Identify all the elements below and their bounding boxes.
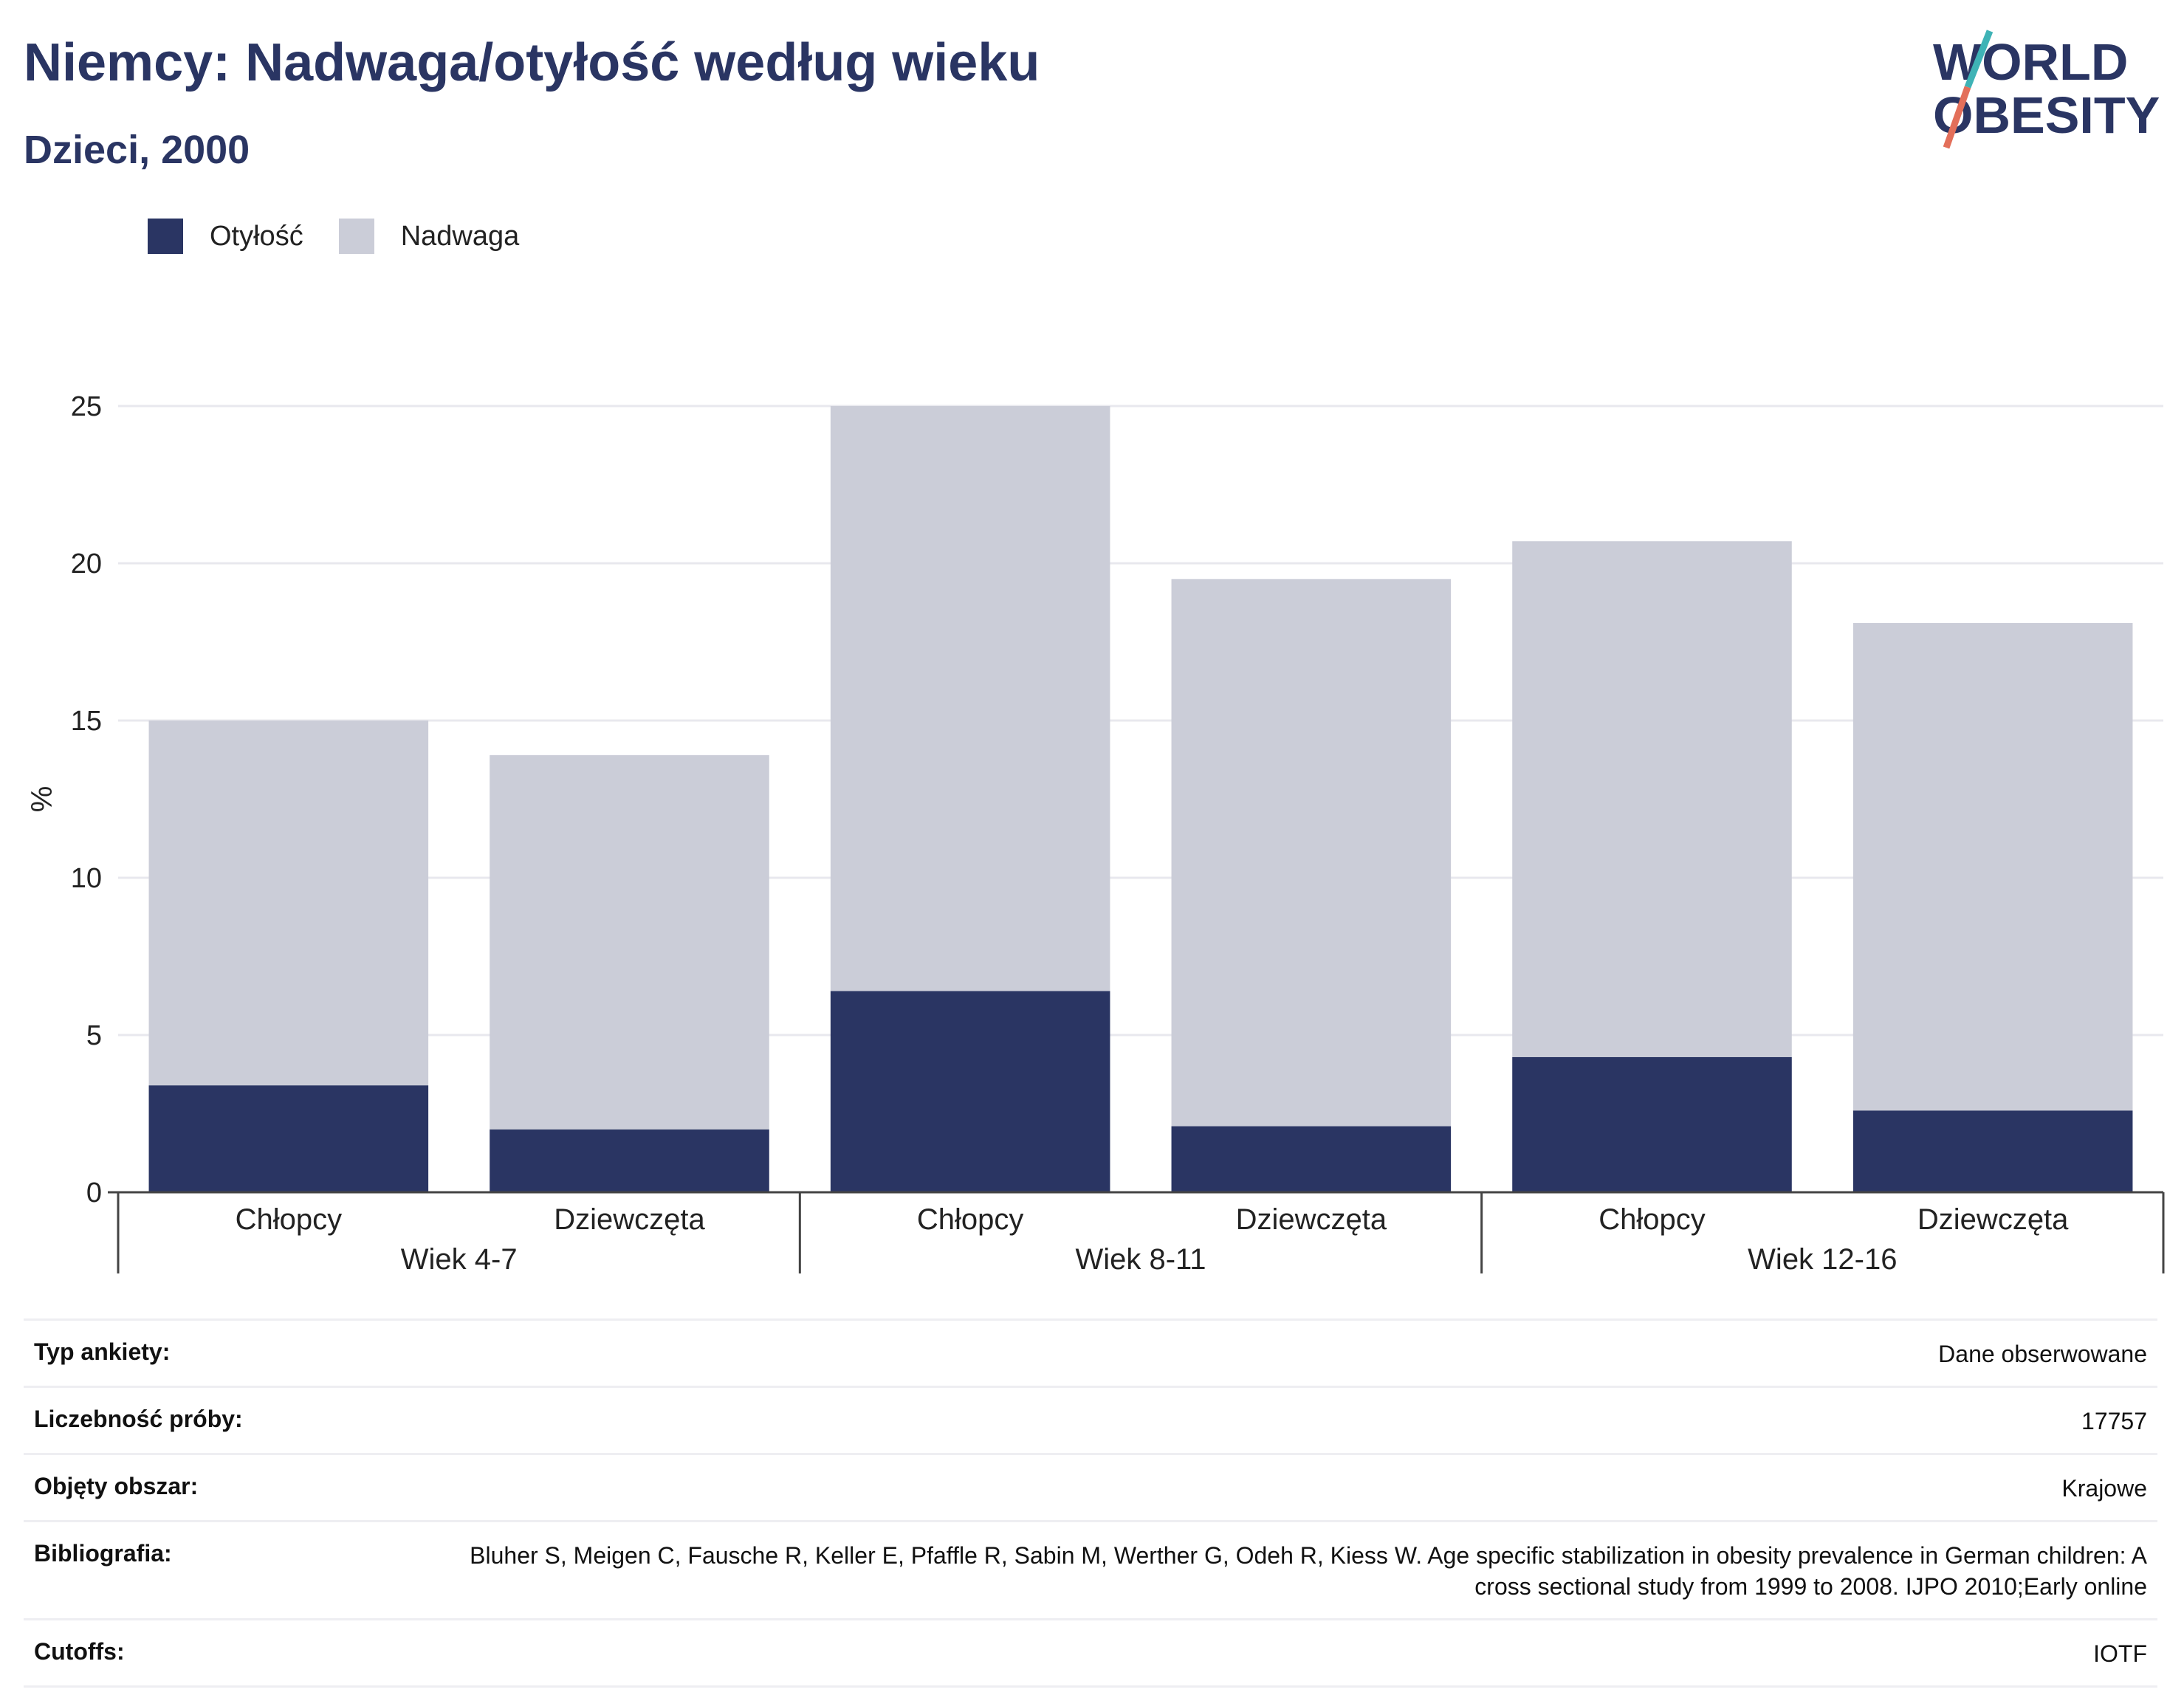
meta-value: Bluher S, Meigen C, Fausche R, Keller E,…: [470, 1542, 2147, 1600]
legend-swatch-otylosc: [148, 219, 183, 254]
logo-slash-coral: [1943, 86, 1971, 149]
bar-nadwaga: [490, 754, 769, 1130]
bar-nadwaga: [148, 721, 429, 1086]
bar-nadwaga: [1512, 541, 1792, 1057]
meta-value: Krajowe: [2061, 1475, 2147, 1502]
x-category-label: Chłopcy: [236, 1203, 343, 1236]
meta-value: 17757: [2081, 1408, 2147, 1434]
meta-key: Objęty obszar:: [34, 1473, 199, 1499]
bar-otylosc: [1171, 1126, 1452, 1192]
legend-item-nadwaga[interactable]: Nadwaga: [338, 219, 520, 254]
y-tick-label: 10: [71, 863, 102, 894]
world-obesity-logo: WORLD OBESITY: [1933, 30, 2160, 149]
bar-otylosc: [1512, 1056, 1792, 1192]
legend-label-otylosc: Otyłość: [210, 220, 303, 252]
bar-nadwaga: [1852, 622, 2133, 1111]
bar-nadwaga: [1171, 579, 1452, 1127]
x-group-label: Wiek 12-16: [1748, 1243, 1897, 1276]
x-category-label: Dziewczęta: [1236, 1203, 1387, 1236]
page-subtitle: Dzieci, 2000: [24, 128, 250, 172]
meta-value: IOTF: [2093, 1640, 2147, 1667]
metadata-table: Typ ankiety: Dane obserwowane Liczebność…: [24, 1318, 2157, 1688]
logo-line1: WORLD: [1933, 33, 2128, 91]
x-category-label: Dziewczęta: [1917, 1203, 2069, 1236]
y-tick-label: 25: [71, 391, 102, 422]
meta-row-cutoffs: Cutoffs: IOTF: [24, 1618, 2157, 1688]
meta-row-bibliography: Bibliografia: Bluher S, Meigen C, Fausch…: [24, 1520, 2157, 1618]
legend-label-nadwaga: Nadwaga: [400, 220, 520, 252]
meta-value: Dane obserwowane: [1938, 1341, 2147, 1367]
x-group-label: Wiek 8-11: [1075, 1243, 1206, 1276]
y-tick-label: 15: [71, 706, 102, 737]
meta-row-area: Objęty obszar: Krajowe: [24, 1453, 2157, 1520]
meta-key: Liczebność próby:: [34, 1406, 243, 1432]
logo-line2: OBESITY: [1933, 86, 2160, 144]
legend-item-otylosc[interactable]: Otyłość: [148, 219, 303, 254]
y-tick-label: 20: [71, 549, 102, 580]
bar-otylosc: [490, 1129, 769, 1192]
bar-nadwaga: [830, 406, 1110, 991]
meta-key: Typ ankiety:: [34, 1338, 171, 1365]
meta-key: Bibliografia:: [34, 1540, 172, 1567]
logo-slash-teal: [1964, 30, 1994, 89]
page-title: Niemcy: Nadwaga/otyłość według wieku: [24, 33, 1040, 92]
bar-otylosc: [1852, 1110, 2133, 1192]
meta-key: Cutoffs:: [34, 1638, 125, 1665]
legend-swatch-nadwaga: [338, 219, 374, 254]
x-group-label: Wiek 4-7: [401, 1243, 518, 1276]
bar-otylosc: [830, 991, 1110, 1192]
stacked-bar-chart: 0 5 10 15 20 25% Chłopcy Dziewczęta Chłopcy Dziew…: [26, 391, 2165, 1276]
x-category-label: Chłopcy: [917, 1203, 1024, 1236]
meta-row-survey-type: Typ ankiety: Dane obserwowane: [24, 1318, 2157, 1386]
bar-otylosc: [148, 1085, 429, 1192]
x-category-label: Chłopcy: [1598, 1203, 1706, 1236]
y-axis-label: %: [26, 786, 58, 813]
y-tick-label: 0: [86, 1177, 102, 1208]
chart-legend: Otyłość Nadwaga: [148, 219, 554, 254]
meta-row-sample-size: Liczebność próby: 17757: [24, 1386, 2157, 1453]
y-tick-label: 5: [86, 1020, 102, 1051]
x-category-label: Dziewczęta: [554, 1203, 705, 1236]
